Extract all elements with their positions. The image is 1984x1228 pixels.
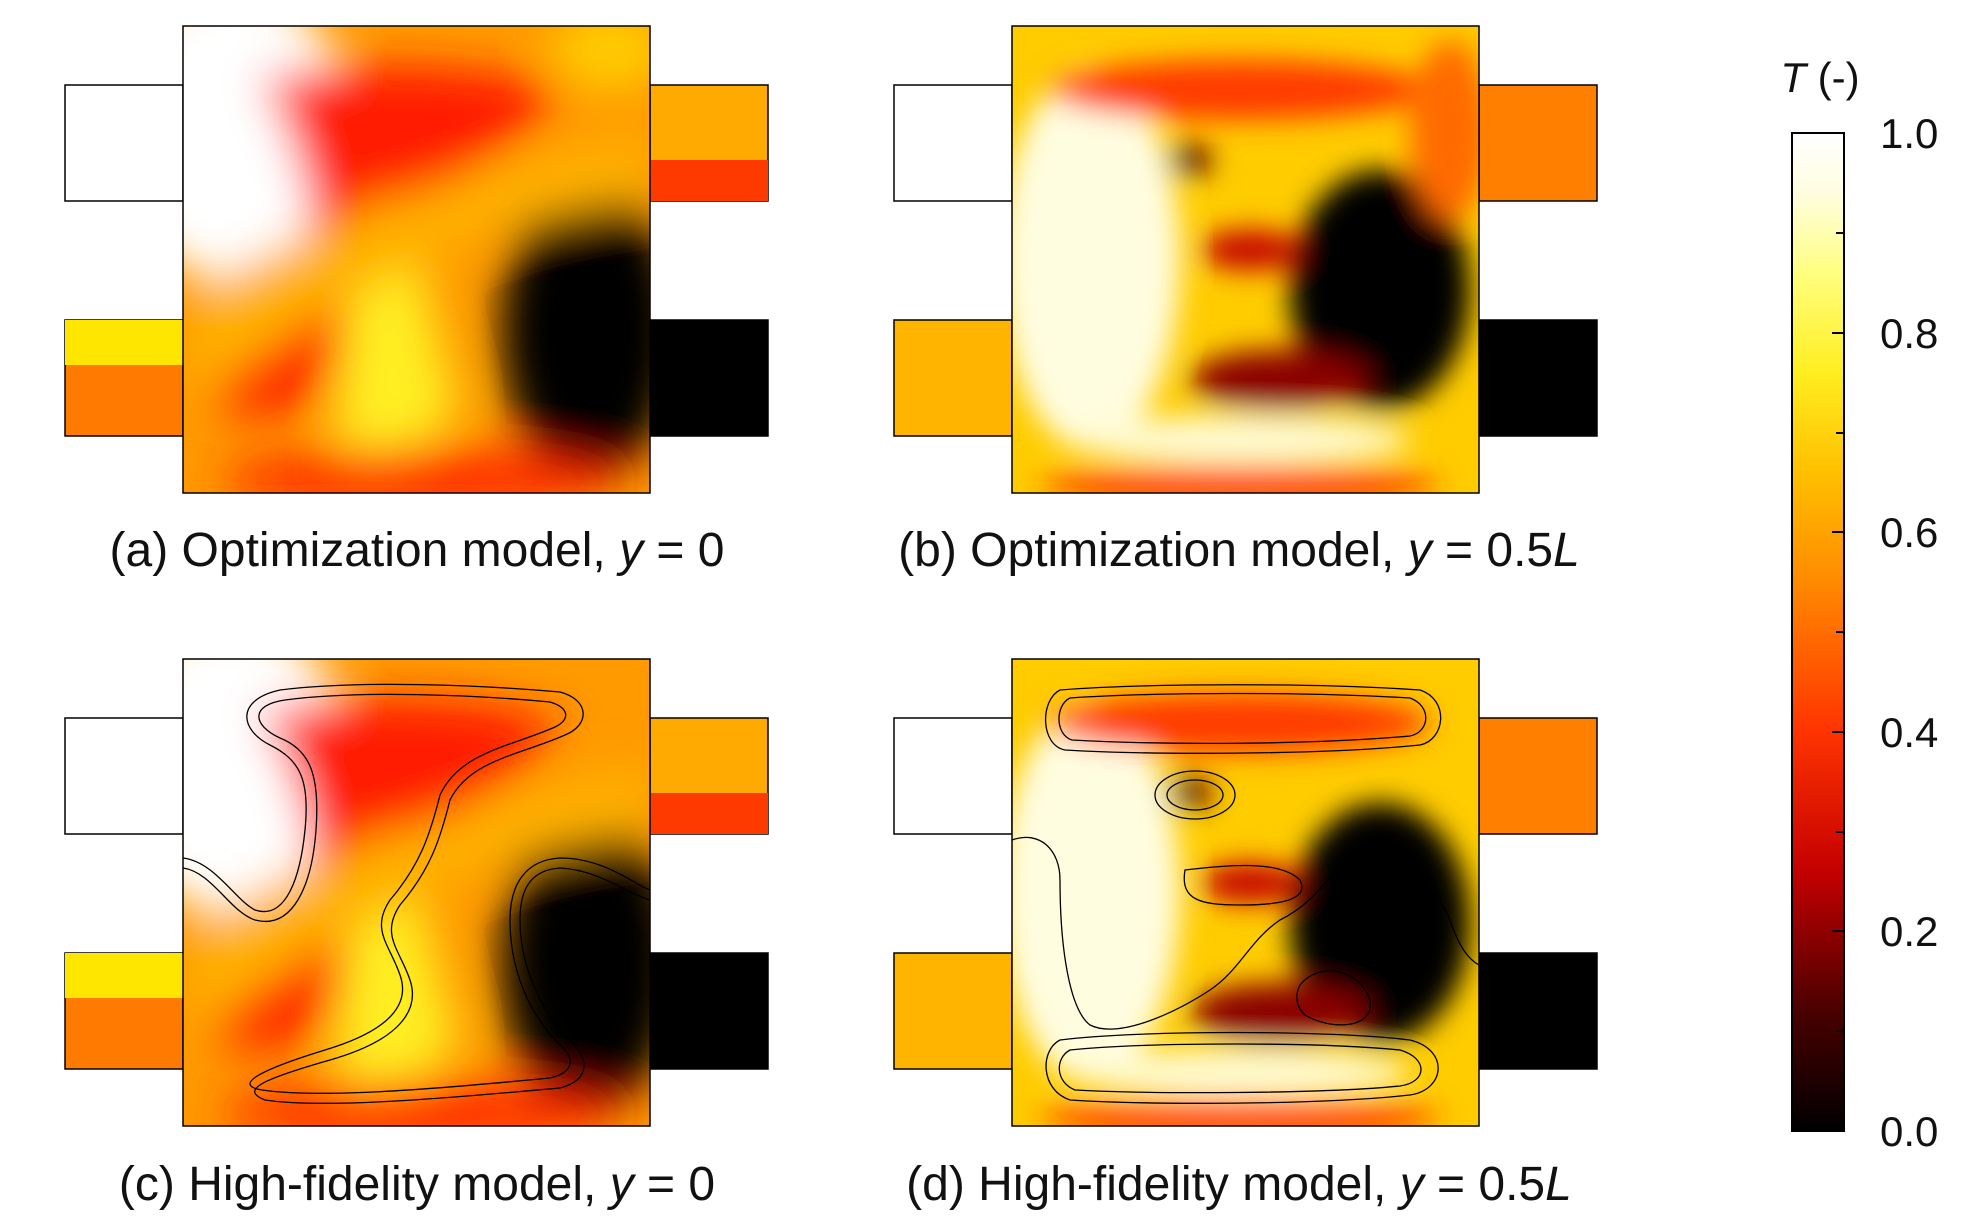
outlet-bottom-right xyxy=(649,952,769,1070)
inlet-top-left xyxy=(893,717,1013,835)
colorbar-tick: 0.8 xyxy=(1880,310,1938,357)
contour-lines-c xyxy=(183,683,650,1104)
inlet-bottom-left xyxy=(893,952,1013,1070)
inlet-top-left xyxy=(64,84,184,202)
panel-b: (b) Optimization model, y = 0.5L xyxy=(893,25,1598,577)
colorbar-tick: 0.4 xyxy=(1880,709,1938,756)
temperature-field-b xyxy=(1012,26,1479,493)
outlet-bottom-right xyxy=(1478,319,1598,437)
colorbar-tick: 0.2 xyxy=(1880,908,1938,955)
colorbar-title: T (-) xyxy=(1780,54,1859,101)
colorbar-tick: 1.0 xyxy=(1880,110,1938,157)
caption-d: (d) High-fidelity model, y = 0.5L xyxy=(906,1158,1572,1211)
temperature-field-a xyxy=(183,26,650,493)
colorbar: T (-) 1.0 0.8 0.6 0.4 0.2 0.0 xyxy=(1780,54,1938,1155)
colorbar-tick: 0.0 xyxy=(1880,1108,1938,1155)
outlet-top-right xyxy=(1478,717,1598,835)
outlet-bottom-right xyxy=(1478,952,1598,1070)
temperature-field-d xyxy=(1012,659,1479,1126)
panel-c: (c) High-fidelity model, y = 0 xyxy=(64,658,769,1211)
colorbar-gradient xyxy=(1791,132,1845,1132)
caption-a: (a) Optimization model, y = 0 xyxy=(110,524,725,577)
contour-lines-d xyxy=(1012,684,1479,1104)
outlet-top-right xyxy=(1478,84,1598,202)
inlet-top-left xyxy=(893,84,1013,202)
colorbar-tick: 0.6 xyxy=(1880,509,1938,556)
inlet-bottom-left xyxy=(893,319,1013,437)
caption-b: (b) Optimization model, y = 0.5L xyxy=(898,524,1580,577)
panel-a: (a) Optimization model, y = 0 xyxy=(64,25,769,577)
inlet-top-left xyxy=(64,717,184,835)
caption-c: (c) High-fidelity model, y = 0 xyxy=(119,1158,715,1211)
temperature-field-c xyxy=(183,659,650,1126)
panel-d: (d) High-fidelity model, y = 0.5L xyxy=(893,658,1598,1211)
outlet-bottom-right xyxy=(649,319,769,437)
